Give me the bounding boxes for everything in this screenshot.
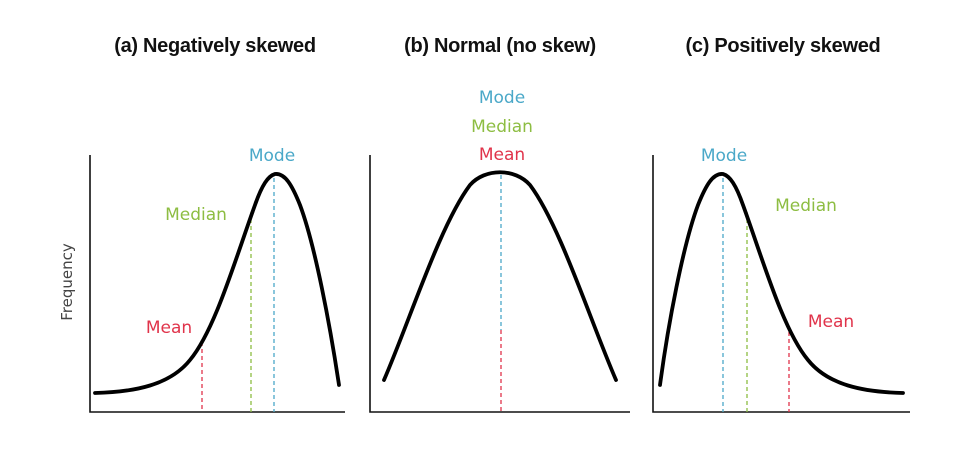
panel-c: Mode Median Mean	[652, 146, 910, 413]
panel-a-title: (a) Negatively skewed	[114, 35, 316, 57]
panel-c-mode-label: Mode	[701, 146, 747, 166]
y-axis-label: Frequency	[58, 243, 76, 321]
panel-b-mode-label: Mode	[479, 88, 525, 108]
panel-a-axes	[89, 155, 345, 413]
panel-a-mean-label: Mean	[146, 318, 192, 338]
panel-a: Mode Median Mean	[89, 146, 345, 413]
panel-a-mode-label: Mode	[249, 146, 295, 166]
panel-c-mean-label: Mean	[808, 312, 854, 332]
panel-b-median-label: Median	[471, 117, 533, 137]
panel-b-mean-label: Mean	[479, 145, 525, 165]
panel-a-median-label: Median	[165, 205, 227, 225]
panel-c-title: (c) Positively skewed	[686, 35, 881, 57]
panel-b-title: (b) Normal (no skew)	[404, 35, 596, 57]
panel-a-curve	[93, 172, 341, 395]
panel-b-axes	[369, 155, 630, 413]
panel-c-axes	[652, 155, 910, 413]
panel-c-median-label: Median	[775, 196, 837, 216]
panel-b-curve	[382, 170, 618, 382]
panel-b: Mode Median Mean	[369, 88, 630, 413]
panel-c-curve	[658, 172, 905, 395]
